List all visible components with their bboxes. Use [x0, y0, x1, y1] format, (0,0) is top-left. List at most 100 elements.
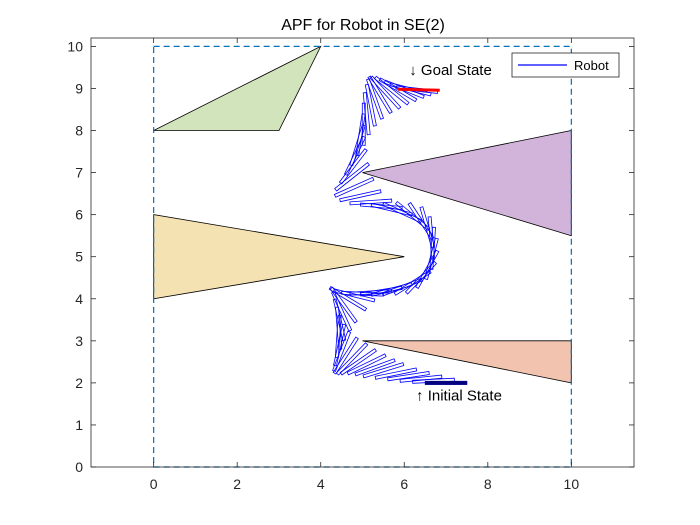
robot-pose-5	[374, 367, 418, 380]
robot-pose-7-outline	[354, 358, 396, 377]
robot-pose-47	[362, 92, 371, 136]
robot-pose-40-outline	[333, 176, 375, 198]
x-tick-label-6: 6	[400, 476, 408, 492]
robot-pose-38-outline	[349, 198, 393, 206]
robot-pose-33	[407, 202, 435, 240]
robot-pose-35-outline	[382, 201, 423, 224]
x-tick-label-4: 4	[317, 476, 325, 492]
robot-pose-48-outline	[364, 83, 377, 127]
robot-pose-42	[338, 148, 368, 185]
y-tick-label-10: 10	[67, 38, 83, 54]
robot-pose-6-outline	[362, 362, 405, 379]
robot-pose-29	[424, 237, 439, 280]
robot-pose-48	[364, 83, 377, 127]
obstacle-1	[153, 45, 322, 131]
x-tick-label-10: 10	[564, 476, 580, 492]
robot-pose-5-outline	[374, 367, 418, 380]
robot-pose-47-outline	[362, 92, 371, 136]
robot-pose-22-outline	[349, 289, 393, 296]
obstacle-3	[153, 214, 405, 300]
axes-box	[90, 37, 635, 468]
robot-pose-27	[404, 260, 438, 295]
robot-pose-27-outline	[404, 260, 438, 295]
x-tick-label-0: 0	[150, 476, 158, 492]
robot-pose-39-outline	[339, 189, 382, 203]
y-tick-label-2: 2	[75, 375, 83, 391]
y-axis-ticks: 0 1 2 3 4 5 6 7 8 9 10	[67, 38, 634, 475]
robot-pose-56	[395, 85, 439, 94]
robot-pose-53-outline	[378, 77, 418, 103]
robot-pose-11-outline	[332, 336, 359, 375]
legend: Robot	[511, 52, 620, 78]
robot-pose-16-outline	[332, 298, 347, 342]
y-tick-label-4: 4	[75, 291, 83, 307]
legend-label-robot: Robot	[574, 58, 609, 73]
robot-pose-41	[334, 162, 370, 192]
robot-pose-15	[335, 306, 343, 350]
y-tick-label-0: 0	[75, 459, 83, 475]
robot-pose-25	[381, 277, 423, 297]
robot-pose-11	[332, 336, 359, 375]
goal-state-label: ↓ Goal State	[409, 62, 492, 79]
robot-pose-26	[393, 269, 432, 296]
robot-pose-4-outline	[387, 371, 430, 382]
state-markers-layer	[397, 87, 467, 385]
robot-pose-20-outline	[333, 288, 376, 303]
robot-trajectory-layer	[328, 75, 468, 385]
robot-pose-17	[331, 291, 353, 332]
robot-pose-25-outline	[381, 277, 423, 297]
y-tick-label-6: 6	[75, 207, 83, 223]
robot-pose-54	[383, 79, 425, 99]
robot-pose-12	[332, 330, 352, 373]
robot-pose-8-outline	[346, 353, 387, 376]
robot-pose-26-outline	[393, 269, 432, 296]
robot-pose-55	[389, 82, 432, 97]
goal-state-marker	[397, 87, 440, 92]
robot-pose-4	[387, 371, 430, 382]
robot-pose-17-outline	[331, 291, 353, 332]
robot-pose-33-outline	[407, 202, 435, 240]
chart-title: APF for Robot in SE(2)	[281, 17, 445, 34]
robot-pose-35	[382, 201, 423, 224]
y-tick-label-1: 1	[75, 417, 83, 433]
x-tick-label-8: 8	[484, 476, 492, 492]
robot-pose-30	[429, 226, 436, 270]
robot-pose-30-outline	[429, 226, 436, 270]
robot-pose-18-outline	[329, 286, 358, 324]
robot-pose-10	[335, 342, 369, 376]
robot-pose-41-outline	[334, 162, 370, 192]
robot-pose-54-outline	[383, 79, 425, 99]
robot-pose-16	[332, 298, 347, 342]
robot-pose-50-outline	[367, 75, 393, 115]
robot-pose-10-outline	[335, 342, 369, 376]
robot-pose-51-outline	[369, 75, 402, 110]
robot-pose-7	[354, 358, 396, 377]
y-tick-label-7: 7	[75, 165, 83, 181]
robot-pose-3	[399, 374, 443, 383]
robot-pose-50	[367, 75, 393, 115]
obstacles-layer	[153, 45, 572, 384]
robot-pose-3-outline	[399, 374, 443, 383]
robot-pose-12-outline	[332, 330, 352, 373]
robot-pose-53	[378, 77, 418, 103]
robot-pose-49	[365, 78, 385, 120]
y-tick-label-8: 8	[75, 123, 83, 139]
robot-pose-20	[333, 288, 376, 303]
initial-state-label: ↑ Initial State	[416, 388, 502, 405]
y-tick-label-3: 3	[75, 333, 83, 349]
x-axis-ticks: 0 2 4 6 8 10	[150, 38, 580, 492]
robot-pose-28-outline	[415, 249, 440, 289]
robot-pose-51	[369, 75, 402, 110]
robot-pose-15-outline	[335, 306, 343, 350]
robot-pose-18	[329, 286, 358, 324]
robot-pose-49-outline	[365, 78, 385, 120]
y-tick-label-5: 5	[75, 249, 83, 265]
robot-pose-55-outline	[389, 82, 432, 97]
robot-pose-38	[349, 198, 393, 206]
robot-pose-6	[362, 362, 405, 379]
robot-pose-40	[333, 176, 375, 198]
robot-pose-42-outline	[338, 148, 368, 185]
robot-pose-8	[346, 353, 387, 376]
annotations-layer: ↑ Initial State ↓ Goal State	[409, 62, 502, 404]
